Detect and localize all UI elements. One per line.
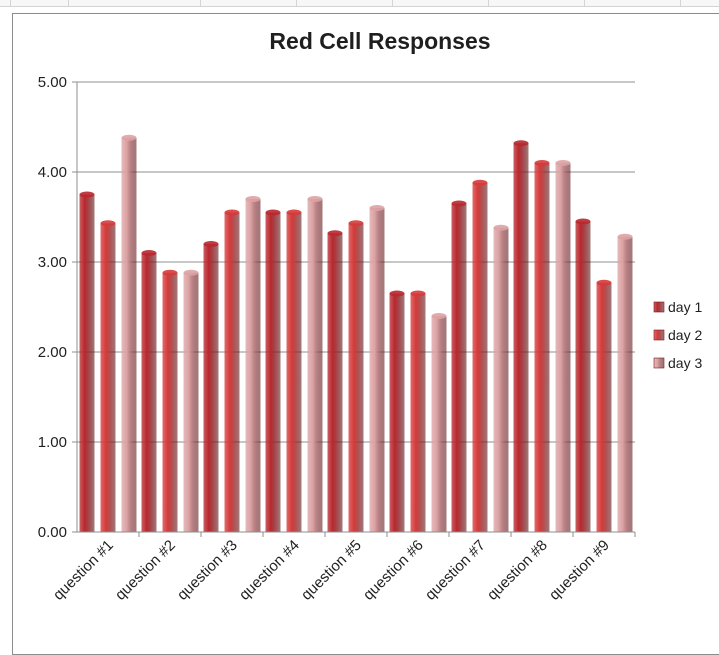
x-tick-label: question #5 xyxy=(298,537,365,604)
y-tick-label: 0.00 xyxy=(38,524,67,541)
bar-day-3-9 xyxy=(617,236,633,533)
chart-canvas: Red Cell Responses 0.00 1.00 2.00 3.00 4.00 5… xyxy=(38,28,703,604)
chart-title: Red Cell Responses xyxy=(269,28,490,54)
x-tick-label: question #9 xyxy=(546,537,613,604)
y-tick-label: 5.00 xyxy=(38,74,67,91)
bar-day-3-2 xyxy=(183,272,199,532)
legend-swatch xyxy=(653,357,665,369)
bar-top-cap xyxy=(534,160,550,166)
x-tick-label: question #3 xyxy=(174,537,241,604)
bar-top-cap xyxy=(121,134,137,141)
legend-item-day-2[interactable]: day 2 xyxy=(653,327,702,343)
y-tick-label: 4.00 xyxy=(38,164,67,181)
bar-day-3-8 xyxy=(555,163,571,532)
bar-top-cap xyxy=(575,218,591,225)
bar-top-cap xyxy=(224,209,240,216)
legend-swatch xyxy=(653,329,665,341)
bar-top-cap xyxy=(265,209,281,216)
bar-top-cap xyxy=(617,233,633,240)
bar-day-1-5 xyxy=(327,233,343,532)
bar-top-cap xyxy=(451,200,467,207)
bar-day-1-3 xyxy=(203,244,219,532)
bar-top-cap xyxy=(472,179,488,186)
bar-top-cap xyxy=(369,205,385,211)
bar-top-cap xyxy=(141,250,157,256)
bar-top-cap xyxy=(327,230,343,237)
bar-day-2-7 xyxy=(472,182,488,533)
legend-label: day 1 xyxy=(668,299,702,315)
bar-day-3-7 xyxy=(493,227,509,533)
bar-day-1-2 xyxy=(141,253,157,532)
y-tick-label: 3.00 xyxy=(38,254,67,271)
bar-top-cap xyxy=(307,196,323,202)
bar-day-3-3 xyxy=(245,199,261,532)
y-axis-tick-labels: 0.00 1.00 2.00 3.00 4.00 5.00 xyxy=(38,74,67,541)
sheet-cell-gridlines xyxy=(0,0,719,7)
bar-top-cap xyxy=(100,220,116,227)
x-tick-label: question #8 xyxy=(484,537,551,604)
legend-label: day 2 xyxy=(668,327,702,343)
bar-top-cap xyxy=(513,140,529,147)
bar-top-cap xyxy=(162,269,178,276)
bar-day-1-1 xyxy=(79,194,95,532)
bar-day-3-6 xyxy=(431,316,447,532)
legend-label: day 3 xyxy=(668,355,702,371)
bar-top-cap xyxy=(245,196,261,202)
bar-day-1-7 xyxy=(451,203,467,532)
bar-top-cap xyxy=(431,313,447,319)
bar-day-2-3 xyxy=(224,212,240,532)
bar-top-cap xyxy=(79,191,95,198)
x-tick-label: question #6 xyxy=(360,537,427,604)
bar-top-cap xyxy=(348,220,364,227)
bar-top-cap xyxy=(555,160,571,166)
bar-top-cap xyxy=(389,290,405,297)
bar-top-cap xyxy=(596,279,612,286)
bar-day-2-2 xyxy=(162,272,178,532)
bar-day-2-5 xyxy=(348,223,364,533)
legend-item-day-3[interactable]: day 3 xyxy=(653,355,702,371)
bar-day-3-5 xyxy=(369,208,385,532)
bar-top-cap xyxy=(183,269,199,276)
bar-day-3-4 xyxy=(307,199,323,532)
x-tick-label: question #2 xyxy=(112,537,179,604)
bar-day-2-4 xyxy=(286,212,302,532)
legend-swatch xyxy=(653,301,665,313)
legend-item-day-1[interactable]: day 1 xyxy=(653,299,702,315)
y-tick-label: 2.00 xyxy=(38,344,67,361)
bar-day-2-1 xyxy=(100,223,116,533)
bar-top-cap xyxy=(203,241,219,247)
bar-day-1-8 xyxy=(513,143,529,532)
bar-day-2-9 xyxy=(596,282,612,532)
x-tick-label: question #1 xyxy=(50,537,117,604)
y-tick-label: 1.00 xyxy=(38,434,67,451)
chart-area[interactable]: Red Cell Responses 0.00 1.00 2.00 3.00 4.00 5… xyxy=(12,13,719,655)
bars xyxy=(79,134,633,533)
bar-day-2-6 xyxy=(410,293,426,532)
bar-top-cap xyxy=(286,209,302,216)
bar-day-1-9 xyxy=(575,221,591,532)
axes xyxy=(76,82,636,537)
legend[interactable]: day 1 day 2 day 3 xyxy=(653,299,702,371)
x-tick-label: question #4 xyxy=(236,537,303,604)
bar-day-1-6 xyxy=(389,293,405,532)
bar-day-2-8 xyxy=(534,163,550,532)
bar-top-cap xyxy=(493,224,509,231)
bar-top-cap xyxy=(410,290,426,297)
x-tick-label: question #7 xyxy=(422,537,489,604)
bar-day-1-4 xyxy=(265,212,281,532)
bar-day-3-1 xyxy=(121,137,137,533)
